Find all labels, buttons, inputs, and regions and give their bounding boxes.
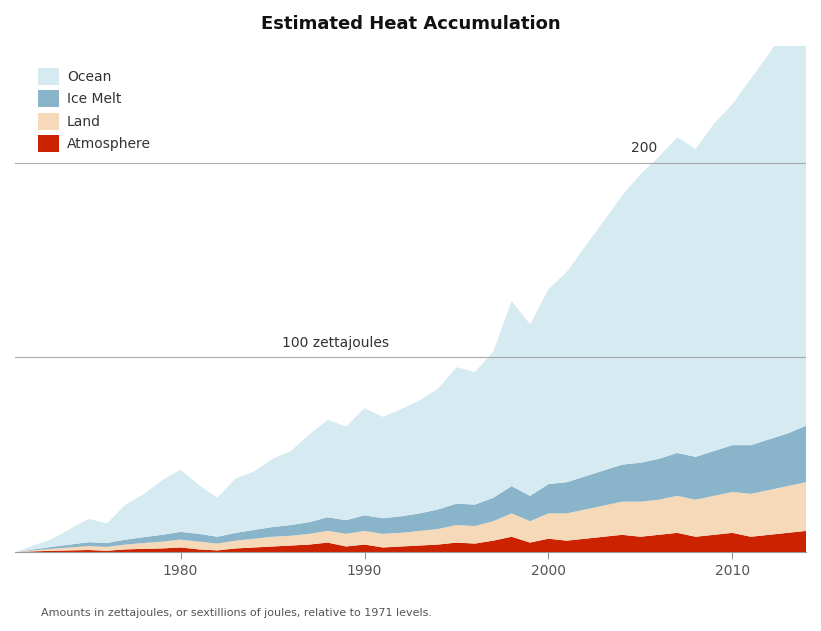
Text: 200: 200 [631,141,658,155]
Title: Estimated Heat Accumulation: Estimated Heat Accumulation [261,15,560,33]
Legend: Ocean, Ice Melt, Land, Atmosphere: Ocean, Ice Melt, Land, Atmosphere [38,68,151,152]
Text: 100 zettajoules: 100 zettajoules [282,336,388,350]
Text: Amounts in zettajoules, or sextillions of joules, relative to 1971 levels.: Amounts in zettajoules, or sextillions o… [41,608,432,618]
